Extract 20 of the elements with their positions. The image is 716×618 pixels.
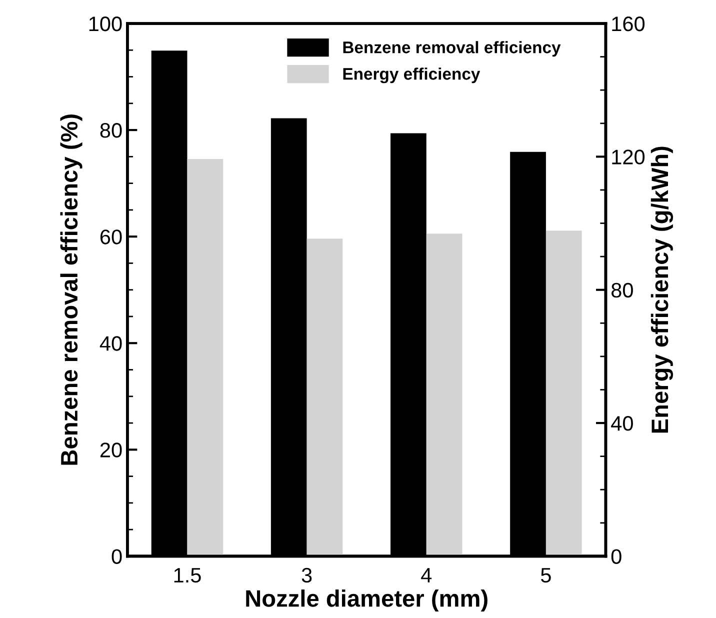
y-tick-label: 0 xyxy=(112,549,122,564)
y-axis-title: Benzene removal efficiency (%) xyxy=(60,114,82,465)
x-tick-label: 5 xyxy=(540,568,551,583)
y2-tick-label: 40 xyxy=(611,416,633,431)
y-tick-label: 80 xyxy=(100,123,122,138)
y-tick-label: 20 xyxy=(100,442,122,458)
y-tick-label: 60 xyxy=(100,230,122,244)
x-axis-title: Nozzle diameter (mm) xyxy=(246,590,488,612)
y-tick-label: 40 xyxy=(100,336,122,351)
y2-tick-label: 0 xyxy=(611,549,622,564)
y-tick-label: 100 xyxy=(89,16,122,32)
x-tick-label: 4 xyxy=(421,568,432,582)
legend-label: Energy efficiency xyxy=(343,68,480,84)
x-tick-label: 3 xyxy=(302,568,312,583)
y2-tick-label: 120 xyxy=(612,150,645,164)
x-tick-label: 1.5 xyxy=(174,568,201,583)
y2-tick-label: 80 xyxy=(612,282,633,298)
y2-axis-title: Energy efficiency (g/kWh) xyxy=(650,146,674,433)
y2-tick-label: 160 xyxy=(612,16,645,32)
legend-label: Benzene removal efficiency xyxy=(343,41,561,57)
